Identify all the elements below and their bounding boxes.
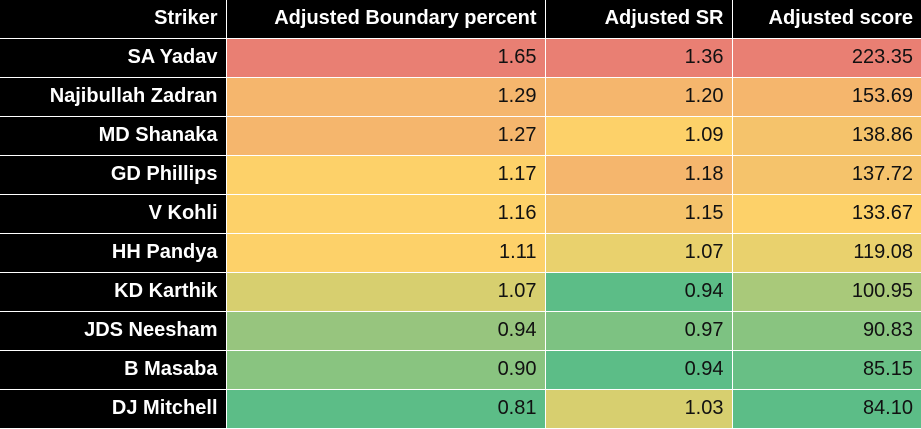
table-row: B Masaba 0.90 0.94 85.15	[0, 350, 921, 390]
striker-name-cell: DJ Mitchell	[0, 389, 227, 429]
table-row: V Kohli 1.16 1.15 133.67	[0, 194, 921, 234]
adjusted-boundary-percent-cell: 1.11	[226, 233, 546, 273]
striker-name-cell: B Masaba	[0, 350, 227, 390]
column-header-adjusted-score[interactable]: Adjusted score	[732, 0, 921, 39]
adjusted-boundary-percent-cell: 0.90	[226, 350, 546, 390]
adjusted-sr-cell: 1.09	[545, 116, 733, 156]
striker-name-cell: KD Karthik	[0, 272, 227, 312]
adjusted-score-cell: 90.83	[732, 311, 921, 351]
adjusted-sr-cell: 0.97	[545, 311, 733, 351]
adjusted-score-cell: 84.10	[732, 389, 921, 429]
adjusted-score-cell: 85.15	[732, 350, 921, 390]
table-row: KD Karthik 1.07 0.94 100.95	[0, 272, 921, 312]
adjusted-score-cell: 138.86	[732, 116, 921, 156]
adjusted-boundary-percent-cell: 0.94	[226, 311, 546, 351]
adjusted-boundary-percent-cell: 1.07	[226, 272, 546, 312]
table-body: SA Yadav 1.65 1.36 223.35 Najibullah Zadran 1…	[0, 38, 921, 429]
adjusted-sr-cell: 1.18	[545, 155, 733, 195]
column-header-adjusted-boundary-percent[interactable]: Adjusted Boundary percent	[226, 0, 546, 39]
striker-name-cell: MD Shanaka	[0, 116, 227, 156]
adjusted-boundary-percent-cell: 1.29	[226, 77, 546, 117]
striker-name-cell: SA Yadav	[0, 38, 227, 78]
table-row: JDS Neesham 0.94 0.97 90.83	[0, 311, 921, 351]
adjusted-boundary-percent-cell: 1.27	[226, 116, 546, 156]
table-row: HH Pandya 1.11 1.07 119.08	[0, 233, 921, 273]
column-header-adjusted-sr[interactable]: Adjusted SR	[545, 0, 733, 39]
table-row: Najibullah Zadran 1.29 1.20 153.69	[0, 77, 921, 117]
adjusted-sr-cell: 0.94	[545, 350, 733, 390]
adjusted-boundary-percent-cell: 1.16	[226, 194, 546, 234]
adjusted-sr-cell: 1.20	[545, 77, 733, 117]
adjusted-score-cell: 119.08	[732, 233, 921, 273]
adjusted-sr-cell: 1.36	[545, 38, 733, 78]
striker-name-cell: V Kohli	[0, 194, 227, 234]
adjusted-sr-cell: 1.03	[545, 389, 733, 429]
striker-name-cell: HH Pandya	[0, 233, 227, 273]
column-header-striker[interactable]: Striker	[0, 0, 227, 39]
table-row: DJ Mitchell 0.81 1.03 84.10	[0, 389, 921, 429]
adjusted-boundary-percent-cell: 1.17	[226, 155, 546, 195]
adjusted-score-cell: 133.67	[732, 194, 921, 234]
adjusted-score-cell: 137.72	[732, 155, 921, 195]
adjusted-sr-cell: 0.94	[545, 272, 733, 312]
adjusted-boundary-percent-cell: 1.65	[226, 38, 546, 78]
table-row: GD Phillips 1.17 1.18 137.72	[0, 155, 921, 195]
adjusted-score-cell: 100.95	[732, 272, 921, 312]
adjusted-sr-cell: 1.15	[545, 194, 733, 234]
adjusted-score-cell: 153.69	[732, 77, 921, 117]
header-row: Striker Adjusted Boundary percent Adjust…	[0, 0, 921, 39]
striker-name-cell: Najibullah Zadran	[0, 77, 227, 117]
adjusted-boundary-percent-cell: 0.81	[226, 389, 546, 429]
adjusted-sr-cell: 1.07	[545, 233, 733, 273]
table-row: SA Yadav 1.65 1.36 223.35	[0, 38, 921, 78]
table-row: MD Shanaka 1.27 1.09 138.86	[0, 116, 921, 156]
striker-name-cell: GD Phillips	[0, 155, 227, 195]
striker-name-cell: JDS Neesham	[0, 311, 227, 351]
adjusted-score-cell: 223.35	[732, 38, 921, 78]
